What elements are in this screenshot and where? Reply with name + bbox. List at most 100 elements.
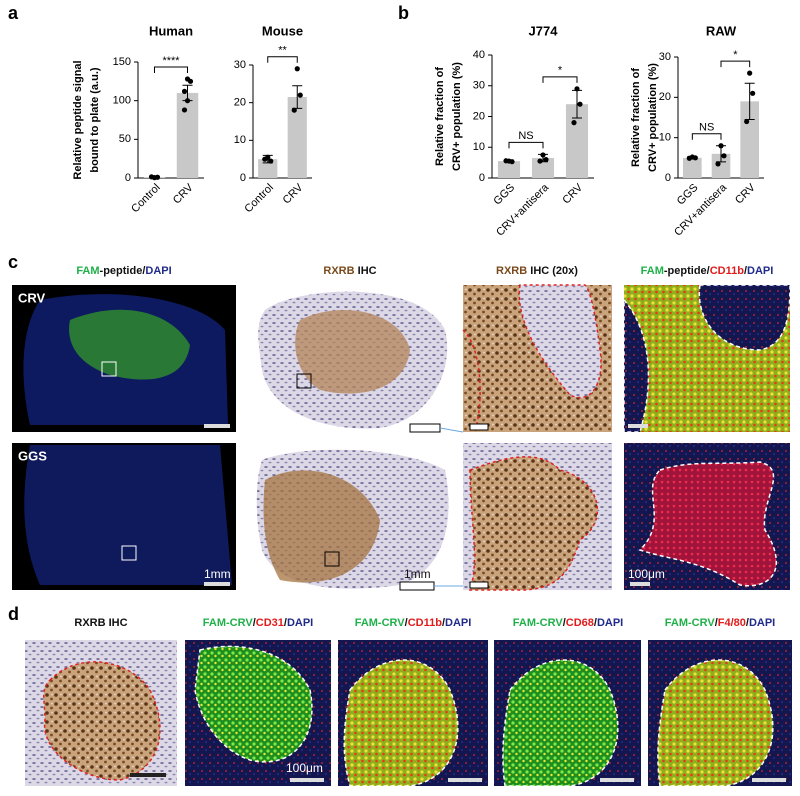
region <box>502 659 619 787</box>
panel-label: d <box>8 604 19 624</box>
scale-bar <box>204 424 230 428</box>
title-part: FAM-CRV <box>203 617 254 629</box>
scale-bar <box>290 778 324 782</box>
data-point <box>181 88 188 94</box>
bar <box>176 92 199 178</box>
scale-label: 1mm <box>404 567 431 581</box>
data-point <box>187 78 194 84</box>
data-point <box>503 158 509 164</box>
title-part: / <box>253 617 256 629</box>
title-part: / <box>442 617 445 629</box>
image-title: FAM-CRV/CD31/DAPI <box>203 617 313 629</box>
chart-title: Mouse <box>262 23 303 38</box>
y-tick-label: 20 <box>659 91 671 103</box>
data-point <box>268 158 274 164</box>
significance-label: **** <box>162 55 180 67</box>
panel-label: a <box>8 3 19 23</box>
title-part: DAPI <box>145 265 171 277</box>
inset-box <box>296 373 312 389</box>
y-tick-label: 100 <box>113 95 131 107</box>
title-part: DAPI <box>597 617 623 629</box>
title-part: / <box>746 617 749 629</box>
scale-label: 100μm <box>286 761 323 775</box>
x-tick-label: GGS <box>675 182 701 208</box>
data-point <box>540 152 546 158</box>
data-point <box>294 66 300 72</box>
y-tick-label: 30 <box>659 51 671 63</box>
significance-label: ** <box>278 45 287 57</box>
region <box>638 461 777 587</box>
region <box>462 329 481 433</box>
chart-title: Human <box>149 23 193 38</box>
image-title: FAM-CRV/CD68/DAPI <box>513 617 623 629</box>
scale-bar <box>399 581 435 591</box>
image-title: FAM-CRV/CD11b/DAPI <box>355 617 472 629</box>
y-tick-label: 20 <box>473 110 485 122</box>
image-title: FAM-CRV/F4/80/DAPI <box>665 617 775 629</box>
x-tick-label: CRV <box>733 181 758 206</box>
title-part: / <box>744 265 747 277</box>
bar <box>287 97 307 178</box>
y-axis-label: Relative fraction of <box>630 68 642 167</box>
bar <box>497 161 521 178</box>
panel-d-images <box>25 640 792 787</box>
title-part: CD31 <box>256 617 284 629</box>
title-part: DAPI <box>747 265 773 277</box>
x-tick-label: CRV+antisera <box>672 181 730 239</box>
scale-bar <box>130 773 166 777</box>
region <box>194 645 313 763</box>
title-part: -peptide/ <box>100 265 146 277</box>
region <box>343 659 459 787</box>
y-tick-label: 10 <box>234 134 246 146</box>
bar <box>711 153 731 178</box>
y-tick-label: 0 <box>479 172 485 184</box>
title-part: CD11b <box>408 617 443 629</box>
scale-label: 100μm <box>628 567 665 581</box>
title-part: FAM-CRV <box>355 617 406 629</box>
y-tick-label: 40 <box>473 49 485 61</box>
x-tick-label: Control <box>242 182 276 216</box>
data-point <box>297 92 303 98</box>
scale-bar <box>630 582 650 586</box>
tissue <box>263 470 380 583</box>
data-point <box>715 161 721 167</box>
significance-bracket <box>154 66 188 74</box>
significance-label: NS <box>518 130 533 142</box>
significance-bracket <box>267 56 298 63</box>
title-part: / <box>715 617 718 629</box>
title-part: F4/80 <box>718 617 746 629</box>
title-part: FAM-CRV <box>513 617 564 629</box>
title-part: RXRB IHC <box>74 617 127 629</box>
title-part: / <box>284 617 287 629</box>
title-part: DAPI <box>749 617 775 629</box>
y-axis-label: bound to plate (a.u.) <box>89 67 101 172</box>
y-axis-label: Relative peptide signal <box>72 60 84 179</box>
tissue <box>24 445 232 585</box>
y-tick-label: 0 <box>665 172 671 184</box>
title-part: FAM <box>641 265 664 277</box>
data-point <box>537 158 543 164</box>
y-tick-label: 20 <box>234 97 246 109</box>
data-point <box>718 143 724 149</box>
x-tick-label: CRV <box>171 181 196 206</box>
title-part: FAM-CRV <box>665 617 716 629</box>
y-tick-label: 30 <box>473 80 485 92</box>
scale-bar <box>628 424 648 428</box>
title-part: / <box>563 617 566 629</box>
x-tick-label: CRV <box>281 181 306 206</box>
x-tick-label: GGS <box>491 182 517 208</box>
region <box>657 659 774 787</box>
title-part: RXRB <box>323 265 354 277</box>
title-part: CD68 <box>566 617 594 629</box>
scale-bar <box>204 582 230 586</box>
scale-bar <box>600 778 634 782</box>
scale-label: 1mm <box>204 567 231 581</box>
significance-label: * <box>558 65 563 77</box>
tissue <box>295 310 410 394</box>
data-point <box>744 118 750 125</box>
y-axis-label: CRV+ population (%) <box>647 63 659 172</box>
panel-c-images <box>12 284 791 591</box>
row-label: CRV <box>18 290 46 305</box>
